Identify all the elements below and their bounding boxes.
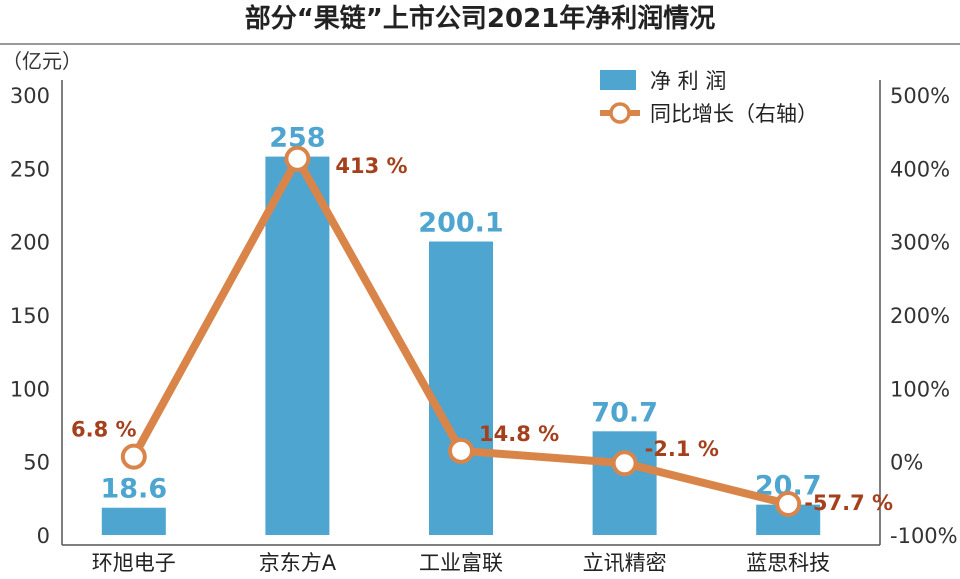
bar	[429, 241, 493, 535]
bar-series	[101, 156, 821, 535]
category-label: 工业富联	[419, 551, 503, 575]
bar-value-label: 200.1	[418, 208, 503, 239]
chart-title: 部分“果链”上市公司2021年净利润情况	[245, 3, 716, 34]
legend-line-label: 同比增长（右轴）	[650, 102, 818, 126]
growth-point	[284, 145, 311, 172]
bar	[265, 156, 330, 535]
right-tick-label: 100%	[890, 377, 950, 401]
growth-point	[775, 490, 802, 517]
left-tick-label: 300	[10, 84, 50, 108]
right-tick-label: 500%	[890, 84, 950, 108]
line-value-labels: 6.8 % 413 % 14.8 % -2.1 % -57.7 %	[71, 154, 893, 515]
category-label: 立讯精密	[583, 551, 667, 575]
bar-value-label: 18.6	[100, 474, 167, 505]
category-labels: 环旭电子 京东方A 工业富联 立讯精密 蓝思科技	[92, 551, 830, 575]
left-tick-label: 250	[10, 157, 50, 181]
growth-value-label: 14.8 %	[479, 422, 559, 446]
growth-value-label: -2.1 %	[645, 437, 719, 461]
line-series	[120, 145, 802, 517]
category-label: 京东方A	[259, 551, 337, 575]
right-tick-label: -100%	[890, 524, 958, 548]
legend: 净 利 润 同比增长（右轴）	[600, 69, 818, 126]
bar-value-label: 70.7	[591, 397, 658, 428]
left-axis-ticks: 300 250 200 150 100 50 0	[10, 84, 50, 548]
right-tick-label: 400%	[890, 157, 950, 181]
legend-line-marker	[609, 102, 631, 124]
growth-point	[611, 450, 638, 477]
left-tick-label: 0	[37, 524, 50, 548]
right-tick-label: 0%	[890, 451, 923, 475]
left-tick-label: 50	[23, 451, 50, 475]
left-tick-label: 150	[10, 304, 50, 328]
category-label: 环旭电子	[92, 551, 176, 575]
legend-bar-label: 净 利 润	[650, 69, 726, 93]
right-axis-ticks: 500% 400% 300% 200% 100% 0% -100%	[890, 84, 958, 548]
right-tick-label: 200%	[890, 304, 950, 328]
y-axis-unit: （亿元）	[2, 49, 82, 73]
growth-point	[120, 443, 147, 470]
growth-value-label: 6.8 %	[71, 418, 137, 442]
growth-value-label: -57.7 %	[804, 491, 893, 515]
growth-point	[448, 437, 474, 464]
left-tick-label: 100	[10, 377, 50, 401]
growth-value-label: 413 %	[335, 154, 407, 178]
category-label: 蓝思科技	[746, 551, 830, 575]
right-tick-label: 300%	[890, 231, 950, 255]
left-tick-label: 200	[10, 231, 50, 255]
legend-bar-swatch	[600, 70, 636, 90]
bar	[592, 431, 657, 535]
bar	[101, 507, 166, 535]
